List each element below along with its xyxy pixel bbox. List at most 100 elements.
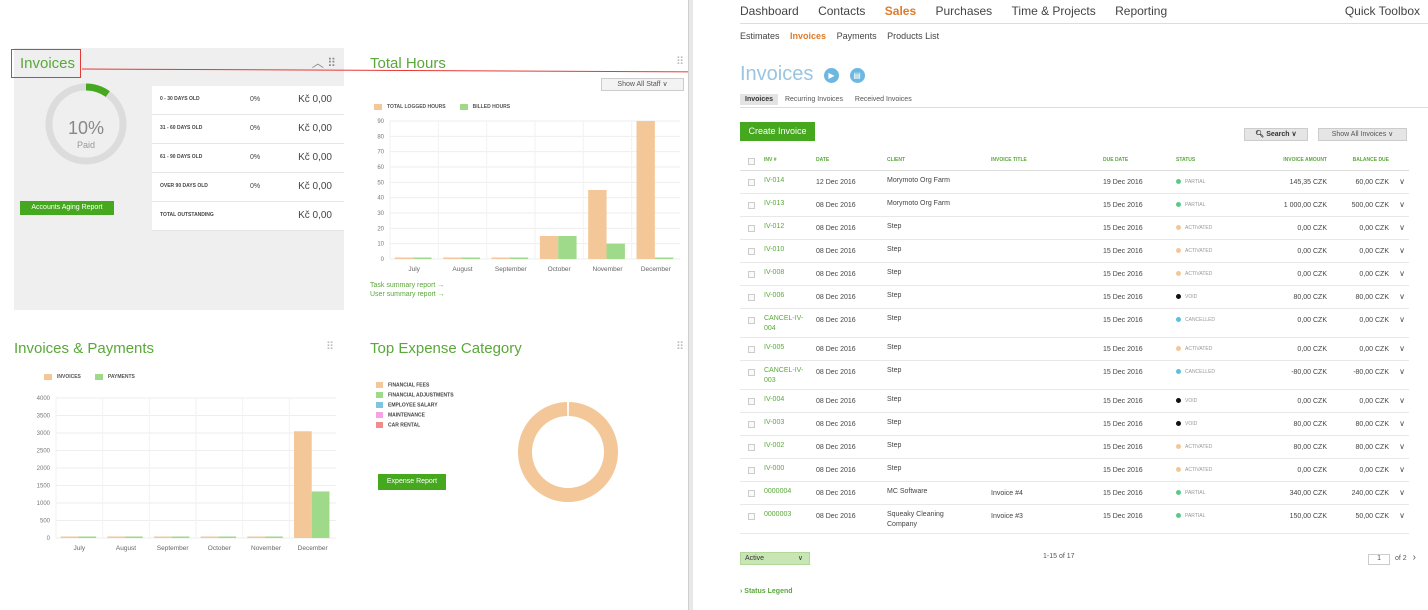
row-actions-chevron-icon[interactable]: ∨	[1399, 246, 1405, 255]
table-row[interactable]: IV-008 08 Dec 2016 Step 15 Dec 2016 0,00 CZK…	[740, 263, 1409, 286]
invoice-number-link[interactable]: IV-002	[764, 442, 785, 449]
user-summary-link[interactable]: User summary report →	[370, 291, 445, 298]
table-row[interactable]: 0000003 08 Dec 2016 Squeaky Cleaning Compa…	[740, 505, 1409, 534]
row-checkbox[interactable]	[748, 294, 755, 301]
invoice-number-link[interactable]: IV-000	[764, 465, 785, 472]
row-checkbox[interactable]	[748, 398, 755, 405]
quick-toolbox[interactable]: Quick Toolbox	[1344, 4, 1420, 18]
status-legend-link[interactable]: › Status Legend	[740, 588, 793, 595]
page-input[interactable]: 1	[1368, 554, 1391, 565]
drag-handle-icon[interactable]: ⠿	[675, 341, 684, 353]
invoice-number-link[interactable]: IV-008	[764, 269, 785, 276]
invoice-number-link[interactable]: 0000003	[764, 511, 792, 518]
drag-handle-icon[interactable]: ⠿	[675, 56, 684, 68]
table-row[interactable]: IV-000 08 Dec 2016 Step 15 Dec 2016 0,00 CZK…	[740, 459, 1409, 482]
row-checkbox[interactable]	[748, 421, 755, 428]
create-invoice-button[interactable]: Create Invoice	[740, 122, 815, 141]
collapse-icon[interactable]: ︿ ⠿	[311, 56, 336, 70]
invoice-number-link[interactable]: IV-003	[764, 419, 785, 426]
subnav-estimates[interactable]: Estimates	[740, 31, 780, 41]
row-checkbox[interactable]	[748, 467, 755, 474]
table-row[interactable]: IV-005 08 Dec 2016 Step 15 Dec 2016 0,00 CZK…	[740, 338, 1409, 361]
row-checkbox[interactable]	[748, 271, 755, 278]
invoice-number-link[interactable]: IV-010	[764, 246, 785, 253]
row-checkbox[interactable]	[748, 490, 755, 497]
row-checkbox[interactable]	[748, 317, 755, 324]
subnav-products-list[interactable]: Products List	[887, 31, 940, 41]
select-all-checkbox[interactable]	[748, 158, 755, 165]
nav-sales[interactable]: Sales	[884, 4, 917, 18]
col-client[interactable]: CLIENT	[887, 157, 906, 163]
row-checkbox[interactable]	[748, 444, 755, 451]
row-actions-chevron-icon[interactable]: ∨	[1399, 292, 1405, 301]
tab-received-invoices[interactable]: Received Invoices	[854, 96, 912, 103]
table-row[interactable]: IV-004 08 Dec 2016 Step 15 Dec 2016 0,00 CZK…	[740, 390, 1409, 413]
drag-handle-icon[interactable]: ⠿	[325, 341, 334, 353]
table-row[interactable]: IV-014 12 Dec 2016 Morymoto Org Farm 19 Dec…	[740, 171, 1409, 194]
row-checkbox[interactable]	[748, 179, 755, 186]
row-actions-chevron-icon[interactable]: ∨	[1399, 344, 1405, 353]
invoice-number-link[interactable]: IV-006	[764, 292, 785, 299]
row-actions-chevron-icon[interactable]: ∨	[1399, 367, 1405, 376]
nav-purchases[interactable]: Purchases	[935, 4, 993, 18]
subnav-invoices[interactable]: Invoices	[790, 31, 827, 41]
col-amount[interactable]: INVOICE AMOUNT	[1283, 157, 1327, 163]
subnav-payments[interactable]: Payments	[836, 31, 877, 41]
table-row[interactable]: IV-013 08 Dec 2016 Morymoto Org Farm 15 Dec…	[740, 194, 1409, 217]
col-balance[interactable]: BALANCE DUE	[1352, 157, 1389, 163]
row-checkbox[interactable]	[748, 346, 755, 353]
row-actions-chevron-icon[interactable]: ∨	[1399, 396, 1405, 405]
nav-time-projects[interactable]: Time & Projects	[1011, 4, 1096, 18]
row-checkbox[interactable]	[748, 225, 755, 232]
video-icon[interactable]: ▶	[823, 68, 839, 83]
row-actions-chevron-icon[interactable]: ∨	[1399, 511, 1405, 520]
task-summary-link[interactable]: Task summary report →	[370, 282, 445, 289]
row-actions-chevron-icon[interactable]: ∨	[1399, 177, 1405, 186]
invoice-number-link[interactable]: IV-005	[764, 344, 785, 351]
tab-invoices[interactable]: Invoices	[740, 94, 779, 105]
next-page-icon[interactable]: ›	[1412, 552, 1416, 563]
invoice-number-link[interactable]: IV-013	[764, 200, 785, 207]
row-checkbox[interactable]	[748, 248, 755, 255]
table-row[interactable]: IV-002 08 Dec 2016 Step 15 Dec 2016 80,00 CZ…	[740, 436, 1409, 459]
row-actions-chevron-icon[interactable]: ∨	[1399, 488, 1405, 497]
row-checkbox[interactable]	[748, 202, 755, 209]
show-all-invoices-select[interactable]: Show All Invoices ∨	[1318, 128, 1407, 141]
table-row[interactable]: IV-012 08 Dec 2016 Step 15 Dec 2016 0,00 CZK…	[740, 217, 1409, 240]
col-title[interactable]: INVOICE TITLE	[991, 157, 1027, 163]
row-actions-chevron-icon[interactable]: ∨	[1399, 315, 1405, 324]
row-actions-chevron-icon[interactable]: ∨	[1399, 442, 1405, 451]
col-due[interactable]: DUE DATE	[1103, 157, 1129, 163]
invoice-number-link[interactable]: CANCEL-IV-003	[764, 367, 804, 384]
search-button[interactable]: 🔍︎ Search ∨	[1244, 128, 1308, 141]
invoice-number-link[interactable]: IV-014	[764, 177, 785, 184]
table-row[interactable]: CANCEL-IV-004 08 Dec 2016 Step 15 Dec 2016 0…	[740, 309, 1409, 338]
row-actions-chevron-icon[interactable]: ∨	[1399, 223, 1405, 232]
row-checkbox[interactable]	[748, 369, 755, 376]
table-row[interactable]: IV-003 08 Dec 2016 Step 15 Dec 2016 80,00 CZ…	[740, 413, 1409, 436]
row-actions-chevron-icon[interactable]: ∨	[1399, 419, 1405, 428]
col-status[interactable]: STATUS	[1176, 157, 1196, 163]
invoice-number-link[interactable]: 0000004	[764, 488, 792, 495]
col-date[interactable]: DATE	[816, 157, 830, 163]
invoices-widget-title[interactable]: Invoices	[11, 49, 81, 78]
accounts-aging-report-button[interactable]: Accounts Aging Report	[20, 201, 114, 215]
tab-recurring-invoices[interactable]: Recurring Invoices	[784, 96, 843, 103]
invoice-number-link[interactable]: IV-004	[764, 396, 785, 403]
invoice-number-link[interactable]: CANCEL-IV-004	[764, 315, 804, 332]
show-all-staff-select[interactable]: Show All Staff ∨	[601, 78, 684, 91]
book-icon[interactable]: ▤	[849, 68, 865, 83]
nav-reporting[interactable]: Reporting	[1115, 4, 1168, 18]
table-row[interactable]: IV-006 08 Dec 2016 Step 15 Dec 2016 80,00 CZ…	[740, 286, 1409, 309]
table-row[interactable]: CANCEL-IV-003 08 Dec 2016 Step 15 Dec 2016 -…	[740, 361, 1409, 390]
nav-contacts[interactable]: Contacts	[818, 4, 866, 18]
row-checkbox[interactable]	[748, 513, 755, 520]
row-actions-chevron-icon[interactable]: ∨	[1399, 200, 1405, 209]
table-row[interactable]: IV-010 08 Dec 2016 Step 15 Dec 2016 0,00 CZK…	[740, 240, 1409, 263]
table-row[interactable]: 0000004 08 Dec 2016 MC Software Invoice #4 1…	[740, 482, 1409, 505]
col-inv[interactable]: INV #	[764, 157, 777, 163]
row-actions-chevron-icon[interactable]: ∨	[1399, 269, 1405, 278]
active-filter-select[interactable]: Active ∨	[740, 552, 810, 565]
row-actions-chevron-icon[interactable]: ∨	[1399, 465, 1405, 474]
expense-report-button[interactable]: Expense Report	[378, 474, 446, 490]
